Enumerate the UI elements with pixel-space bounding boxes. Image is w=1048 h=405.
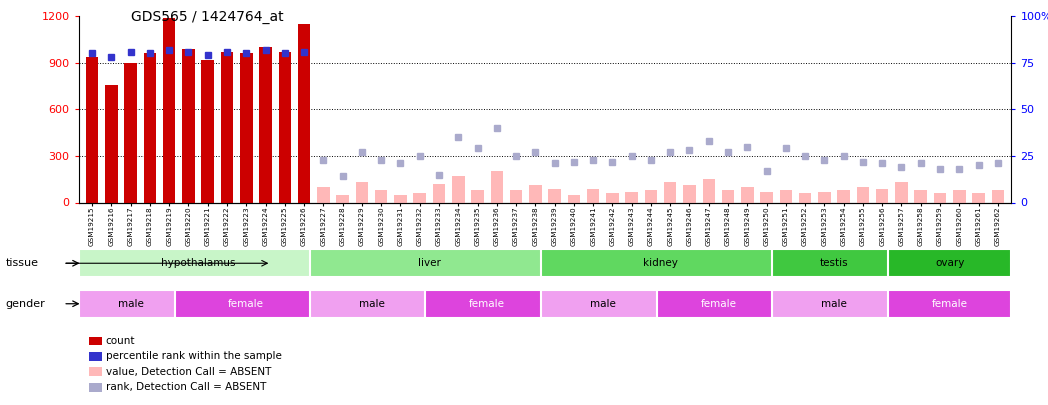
Bar bbox=[991, 190, 1004, 202]
Bar bbox=[568, 195, 581, 202]
Text: male: male bbox=[117, 299, 144, 309]
Bar bbox=[772, 249, 896, 277]
Bar bbox=[741, 187, 754, 202]
Bar bbox=[318, 187, 330, 202]
Text: hypothalamus: hypothalamus bbox=[160, 258, 236, 268]
Bar bbox=[279, 52, 291, 202]
Bar bbox=[888, 249, 1011, 277]
Bar bbox=[818, 192, 831, 202]
Bar bbox=[79, 249, 318, 277]
Bar bbox=[490, 171, 503, 202]
Bar bbox=[702, 179, 715, 202]
Bar bbox=[298, 24, 310, 202]
Bar bbox=[587, 189, 599, 202]
Text: female: female bbox=[932, 299, 967, 309]
Text: male: male bbox=[358, 299, 385, 309]
Bar bbox=[175, 290, 318, 318]
Bar bbox=[162, 18, 175, 202]
Text: female: female bbox=[700, 299, 737, 309]
Bar bbox=[310, 290, 433, 318]
Bar bbox=[657, 290, 780, 318]
Bar bbox=[310, 249, 549, 277]
Text: testis: testis bbox=[820, 258, 848, 268]
Bar bbox=[626, 192, 638, 202]
Text: female: female bbox=[470, 299, 505, 309]
Bar bbox=[509, 190, 522, 202]
Text: count: count bbox=[106, 336, 135, 346]
Text: kidney: kidney bbox=[643, 258, 678, 268]
Text: male: male bbox=[590, 299, 616, 309]
Bar bbox=[355, 182, 368, 202]
Bar bbox=[664, 182, 677, 202]
Bar bbox=[541, 249, 780, 277]
Bar bbox=[856, 187, 869, 202]
Bar bbox=[780, 190, 792, 202]
Bar bbox=[125, 63, 137, 202]
Bar bbox=[722, 190, 735, 202]
Text: liver: liver bbox=[418, 258, 441, 268]
Bar bbox=[413, 193, 425, 202]
Bar bbox=[375, 190, 388, 202]
Bar bbox=[934, 193, 946, 202]
Bar bbox=[182, 49, 195, 202]
Bar bbox=[876, 189, 889, 202]
Bar bbox=[221, 52, 234, 202]
Bar bbox=[240, 53, 253, 202]
Text: tissue: tissue bbox=[5, 258, 38, 268]
Text: value, Detection Call = ABSENT: value, Detection Call = ABSENT bbox=[106, 367, 271, 377]
Bar bbox=[336, 195, 349, 202]
Text: ovary: ovary bbox=[935, 258, 964, 268]
Bar bbox=[837, 190, 850, 202]
Bar bbox=[895, 182, 908, 202]
Bar bbox=[606, 193, 618, 202]
Bar bbox=[452, 176, 464, 202]
Bar bbox=[541, 290, 664, 318]
Text: rank, Detection Call = ABSENT: rank, Detection Call = ABSENT bbox=[106, 382, 266, 392]
Bar bbox=[144, 53, 156, 202]
Bar bbox=[105, 85, 117, 202]
Text: gender: gender bbox=[5, 299, 45, 309]
Text: GDS565 / 1424764_at: GDS565 / 1424764_at bbox=[131, 10, 284, 24]
Text: male: male bbox=[821, 299, 847, 309]
Bar bbox=[472, 190, 484, 202]
Bar bbox=[683, 185, 696, 202]
Bar bbox=[915, 190, 927, 202]
Bar bbox=[79, 290, 182, 318]
Bar bbox=[529, 185, 542, 202]
Bar bbox=[953, 190, 965, 202]
Bar bbox=[548, 189, 561, 202]
Bar bbox=[86, 57, 99, 202]
Bar bbox=[259, 47, 271, 202]
Bar bbox=[772, 290, 896, 318]
Text: percentile rank within the sample: percentile rank within the sample bbox=[106, 352, 282, 361]
Bar bbox=[394, 195, 407, 202]
Bar bbox=[201, 60, 214, 202]
Bar bbox=[973, 193, 985, 202]
Bar bbox=[888, 290, 1011, 318]
Bar bbox=[433, 184, 445, 202]
Bar bbox=[799, 193, 811, 202]
Bar bbox=[760, 192, 772, 202]
Text: female: female bbox=[228, 299, 264, 309]
Bar bbox=[425, 290, 549, 318]
Bar bbox=[645, 190, 657, 202]
